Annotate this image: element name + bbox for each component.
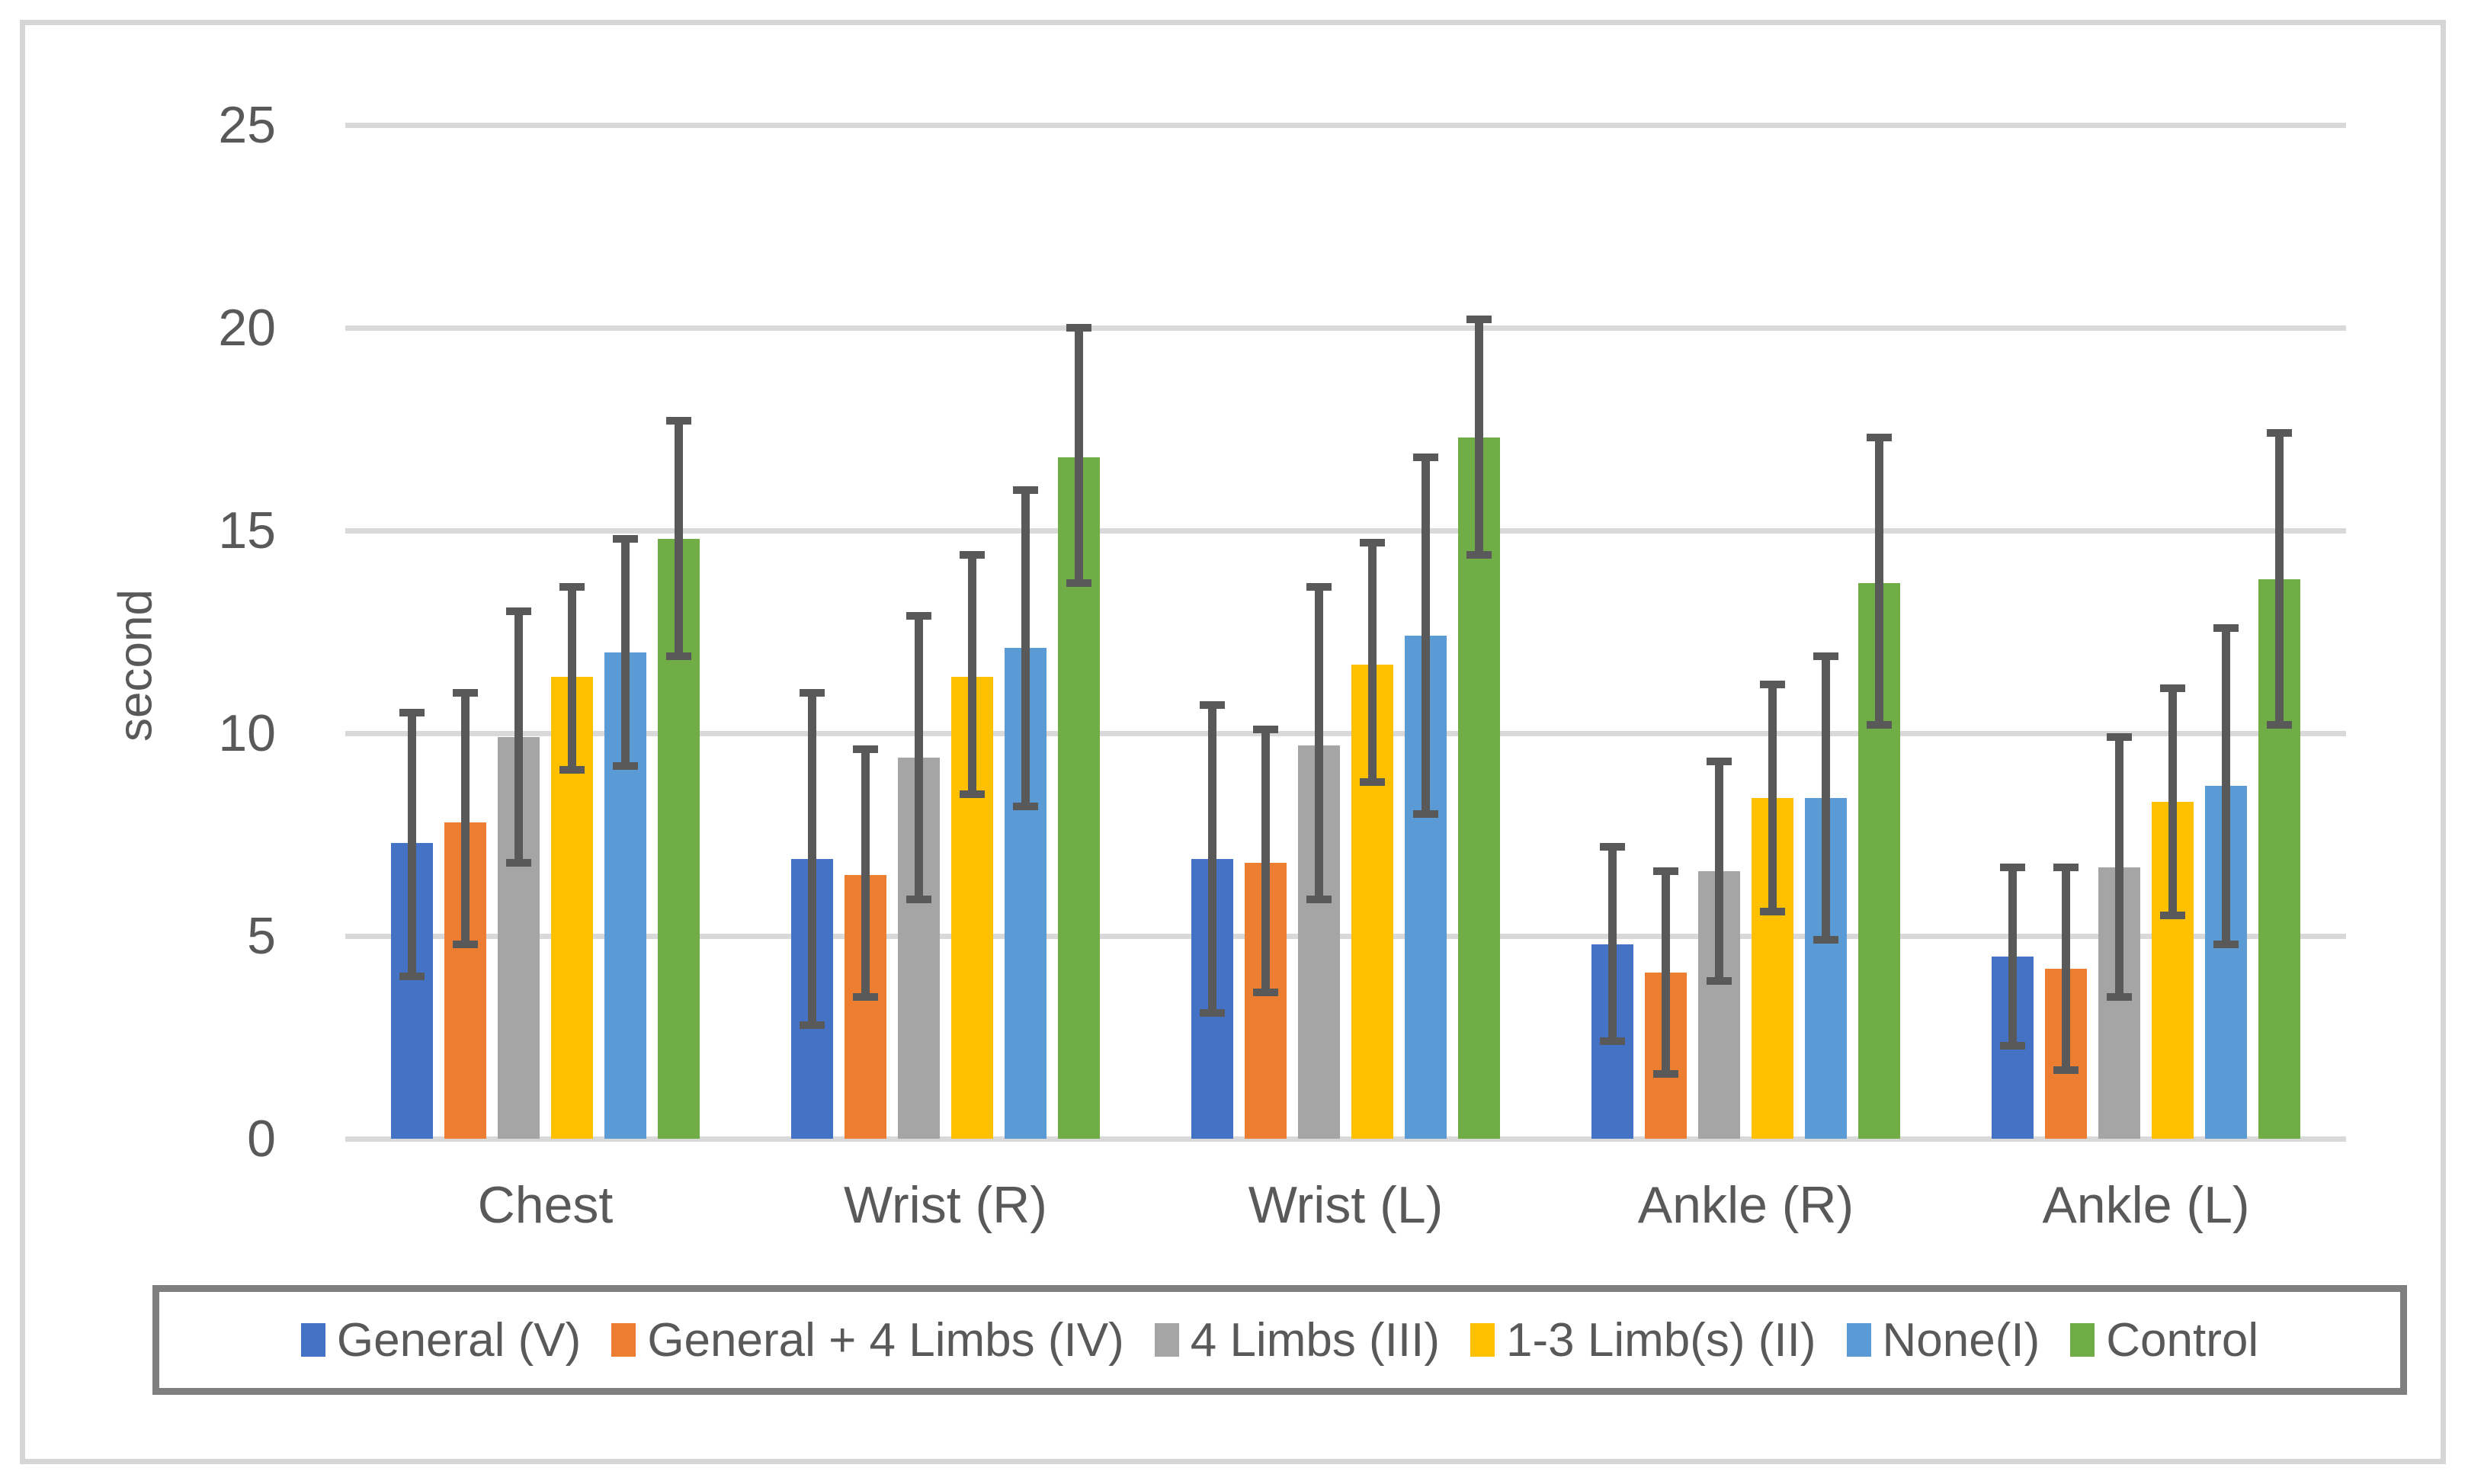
error-bar [2107,733,2132,1001]
x-category-label: Chest [477,1176,614,1234]
legend-item: 4 Limbs (III) [1154,1313,1441,1367]
error-bar [2053,863,2079,1074]
legend-swatch [1846,1323,1871,1357]
error-bar [1066,324,1091,588]
x-category-label: Ankle (L) [2042,1176,2250,1234]
y-tick-label: 5 [247,907,276,965]
gridline [345,1136,2346,1142]
legend: General (V) General + 4 Limbs (IV) 4 Limbs… [152,1285,2407,1395]
gridline [345,122,2346,128]
error-bar [1760,681,1785,916]
y-tick-label: 10 [218,704,276,762]
error-bar [1253,725,1278,997]
error-bar [960,550,985,798]
legend-label: 1-3 Limb(s) (II) [1506,1313,1816,1367]
error-bar [1360,538,1385,786]
x-category-label: Wrist (L) [1248,1176,1444,1234]
y-tick-label: 0 [247,1110,276,1168]
legend-item: General + 4 Limbs (IV) [611,1313,1124,1367]
error-bar [2000,863,2025,1050]
error-bar [1306,583,1332,904]
legend-swatch [1154,1323,1179,1357]
legend-label: None(I) [1882,1313,2040,1367]
chart-border [20,20,2446,1464]
legend-item: None(I) [1846,1313,2040,1367]
y-tick-label: 25 [218,96,276,154]
error-bar [613,534,638,770]
error-bar [1867,433,1892,729]
x-category-label: Ankle (R) [1637,1176,1854,1234]
legend-item: Control [2070,1313,2258,1367]
error-bar [1466,316,1492,559]
legend-label: Control [2106,1313,2259,1367]
gridline [345,730,2346,736]
legend-swatch [611,1323,636,1357]
error-bar [399,709,425,981]
error-bar [1813,652,1838,944]
error-bar [1600,842,1625,1046]
error-bar [666,417,691,660]
error-bar [1413,454,1438,819]
y-tick-label: 15 [218,502,276,559]
error-bar [2213,623,2239,948]
error-bar [800,688,825,1030]
plot-area [345,122,2346,1142]
legend-label: General (V) [336,1313,582,1367]
gridline [345,325,2346,331]
gridline [345,527,2346,534]
error-bar [506,607,531,867]
error-bar [1707,758,1732,985]
legend-swatch [1470,1323,1495,1357]
error-bar [559,583,585,774]
gridline [345,933,2346,939]
error-bar [1200,700,1225,1018]
legend-label: 4 Limbs (III) [1190,1313,1441,1367]
error-bar [906,611,931,904]
legend-swatch [2070,1323,2095,1357]
error-bar [1653,867,1678,1078]
error-bar [1013,486,1038,810]
error-bar [2267,429,2292,729]
legend-swatch [300,1323,325,1357]
x-category-label: Wrist (R) [844,1176,1047,1234]
y-tick-label: 20 [218,299,276,357]
legend-label: General + 4 Limbs (IV) [647,1313,1124,1367]
error-bar [453,688,478,948]
legend-item: 1-3 Limb(s) (II) [1470,1313,1816,1367]
error-bar [853,745,878,1001]
legend-item: General (V) [300,1313,582,1367]
error-bar [2160,684,2185,920]
